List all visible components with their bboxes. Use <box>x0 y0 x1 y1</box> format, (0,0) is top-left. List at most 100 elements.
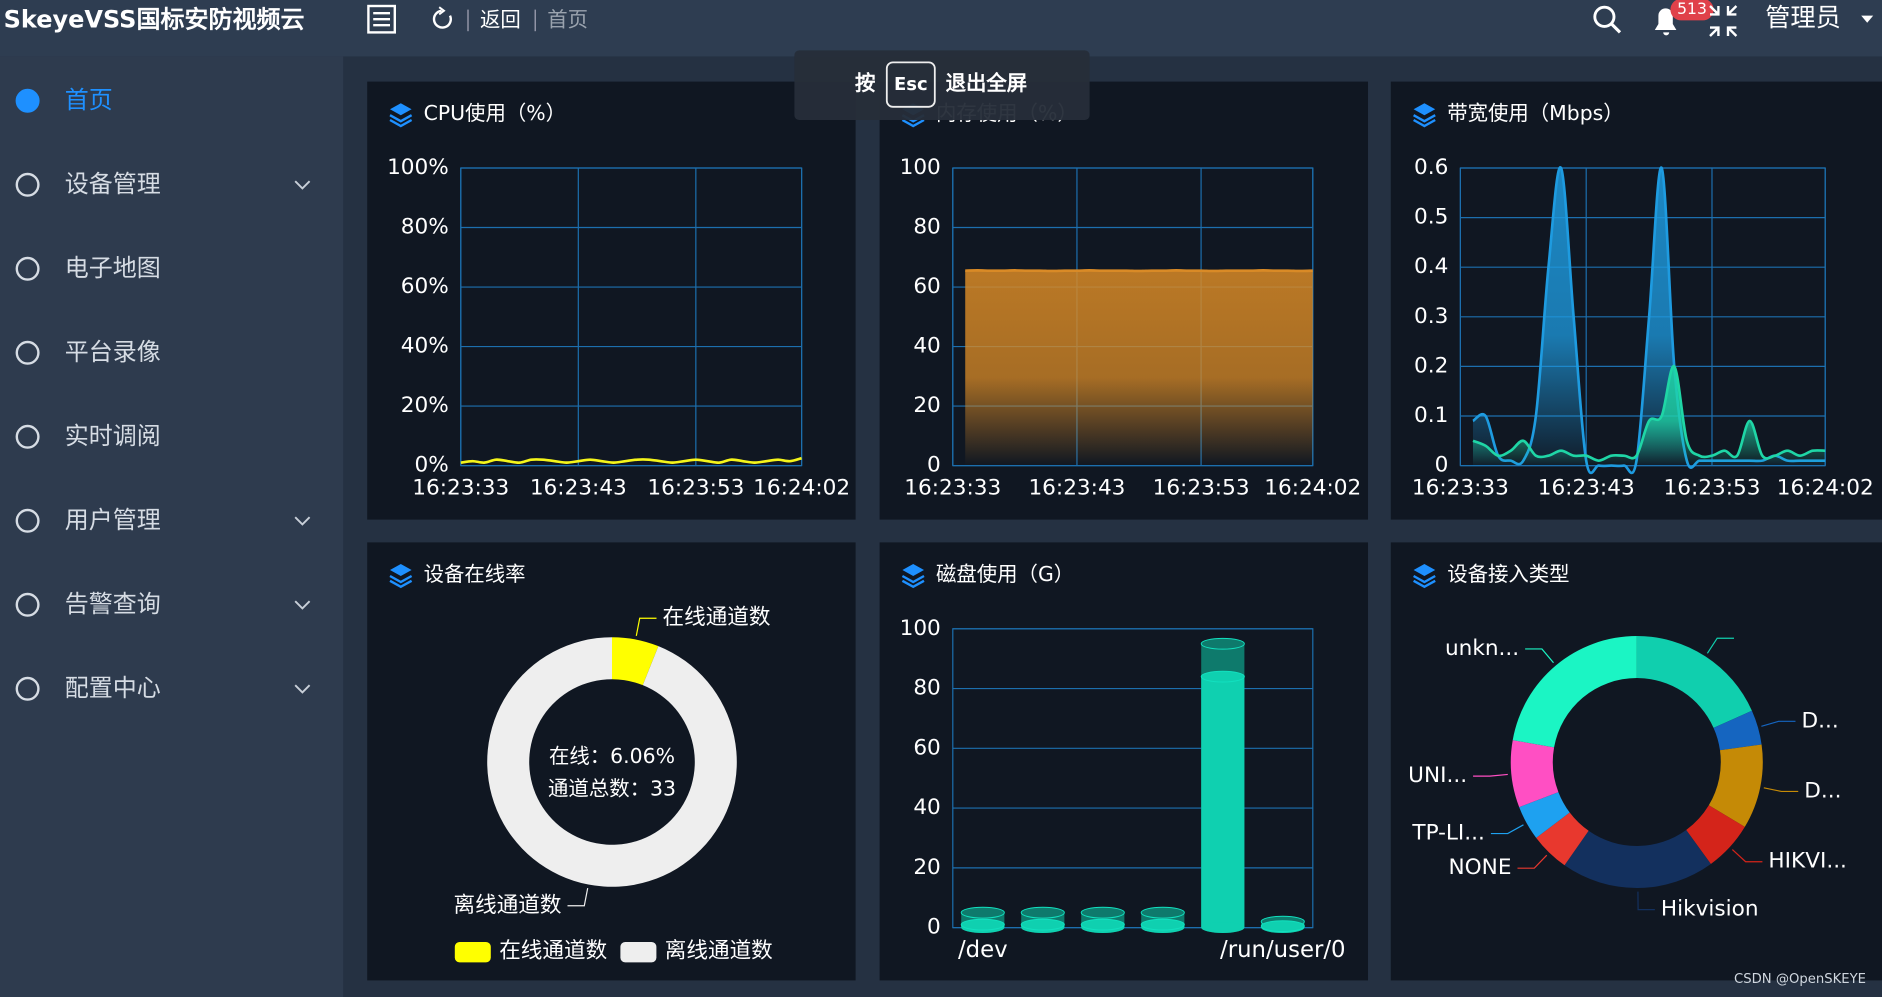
panel: 带宽使用（Mbps） 0 0.1 0.2 0.3 0.4 0.5 0.6 16:23:33 16:… <box>1390 81 1882 520</box>
x-tick-label: 16:23:33 <box>412 475 509 500</box>
label-line <box>1517 854 1548 869</box>
pie-slice <box>1636 636 1752 728</box>
menu-chevron <box>294 600 311 610</box>
menu-label: 平台录像 <box>65 338 161 366</box>
y-tick-label: 40 <box>913 334 940 359</box>
bar-base <box>1201 922 1245 934</box>
slice-label: HIKVI... <box>1768 849 1847 874</box>
panel-title: 设备在线率 <box>424 562 526 586</box>
user-name[interactable]: 管理员 <box>1765 3 1841 32</box>
menu-label: 实时调阅 <box>65 422 161 450</box>
label-line <box>1763 787 1799 793</box>
menu-label: 设备管理 <box>65 170 161 198</box>
bar-cap <box>1020 918 1065 931</box>
y-tick-label: 0 <box>1435 453 1449 478</box>
panel-title: 带宽使用（Mbps） <box>1447 101 1623 125</box>
y-tick-label: 0 <box>927 453 941 478</box>
menu-item[interactable]: 首页 <box>15 86 113 114</box>
menu-icon <box>15 424 40 449</box>
label-line <box>1490 824 1524 835</box>
menu-item[interactable]: 设备管理 <box>15 170 311 198</box>
watermark: CSDN @OpenSKEYE <box>1734 972 1866 987</box>
panel: 内存使用（%）02040608010016:23:3316:23:4316:23… <box>879 81 1369 520</box>
panel: CPU使用（%） 0% 20% 40% 60% 80% 100% 16:23:33 16:23:… <box>367 81 856 520</box>
bar-body <box>1201 676 1245 928</box>
bar-cap <box>1020 906 1065 919</box>
menu-item[interactable]: 平台录像 <box>15 338 161 366</box>
y-tick-label: 0.2 <box>1414 353 1448 378</box>
menu-chevron <box>294 180 311 190</box>
slice-label: Hikvision <box>1661 897 1759 922</box>
bar-cap <box>1080 906 1125 919</box>
brand: SkeyeVSS国标安防视频云 <box>4 5 305 33</box>
y-tick-label: 100 <box>900 616 941 641</box>
y-tick-label: 40 <box>913 795 940 820</box>
bar-cap <box>1140 906 1185 919</box>
pie-slice <box>1708 744 1763 827</box>
x-tick-label: 16:23:53 <box>1663 475 1760 500</box>
pie-slice <box>487 637 737 887</box>
panel-title: 设备接入类型 <box>1447 562 1569 586</box>
dashboard: CPU使用（%） 0% 20% 40% 60% 80% 100% 16:23:33 16:23:… <box>367 81 1882 981</box>
y-tick-label: 60 <box>913 274 940 299</box>
x-tick-label: 16:23:43 <box>1538 475 1635 500</box>
menu-item[interactable]: 实时调阅 <box>15 422 161 450</box>
label-line <box>1637 891 1655 911</box>
menu-icon <box>15 340 40 365</box>
toast-key: Esc <box>894 74 928 95</box>
menu-toggle[interactable] <box>367 4 397 34</box>
y-tick-label: 100 <box>900 155 941 180</box>
bar-cap <box>1260 920 1305 932</box>
menu-item[interactable]: 电子地图 <box>15 254 161 282</box>
nav-back[interactable]: 返回 <box>480 7 521 31</box>
slice-label: UNI... <box>1408 763 1467 788</box>
y-tick-label: 0.3 <box>1414 304 1448 329</box>
x-tick-label: 16:23:53 <box>1153 475 1250 500</box>
label-line <box>1525 648 1554 664</box>
menu-label: 配置中心 <box>65 674 161 702</box>
panel-title: 磁盘使用（G） <box>936 562 1074 586</box>
toast-key-box <box>885 61 936 108</box>
nav-home[interactable]: 首页 <box>547 7 588 31</box>
x-tick-label: 16:23:43 <box>530 475 627 500</box>
label-line <box>1706 637 1734 654</box>
legend-label: 在线通道数 <box>499 939 607 964</box>
menu-item[interactable]: 配置中心 <box>15 674 311 702</box>
badge <box>1670 0 1714 21</box>
y-tick-label: 80% <box>401 215 449 240</box>
center-text: 在线：6.06% <box>549 744 675 768</box>
bar-cap <box>1200 670 1245 683</box>
panel: 磁盘使用（G） 0 20 40 60 80 100/dev/run/user/0 <box>879 542 1369 981</box>
user-caret <box>1861 15 1874 23</box>
menu-item[interactable]: 用户管理 <box>15 506 311 534</box>
menu-icon <box>15 676 40 701</box>
bar-cap <box>1080 918 1125 931</box>
menu-chevron <box>294 516 311 526</box>
menu-label: 告警查询 <box>65 590 161 618</box>
panel-bg <box>367 81 856 520</box>
panel-icon <box>390 103 412 116</box>
pie-slice <box>1510 740 1559 808</box>
menu-icon <box>15 508 40 533</box>
refresh-arrow <box>438 6 446 16</box>
menu-item[interactable]: 告警查询 <box>15 590 311 618</box>
label-line <box>635 617 657 637</box>
pie-slice <box>1512 636 1637 748</box>
bar <box>1200 670 1245 934</box>
label-line <box>1761 720 1796 727</box>
panel-icon <box>901 574 925 589</box>
slice-label: unkn... <box>1445 636 1519 661</box>
slice-label: D... <box>1801 708 1838 733</box>
bell-icon[interactable] <box>1654 8 1677 36</box>
y-tick-label: 0.6 <box>1414 155 1448 180</box>
menu-label: 首页 <box>65 86 113 114</box>
label-line <box>1731 849 1763 863</box>
refresh-icon[interactable] <box>432 9 452 29</box>
exit-fullscreen-icon[interactable] <box>1709 5 1738 37</box>
area <box>1472 366 1826 466</box>
search-icon[interactable] <box>1593 5 1622 34</box>
menu-label: 电子地图 <box>65 254 161 282</box>
menu-chevron <box>294 684 311 694</box>
